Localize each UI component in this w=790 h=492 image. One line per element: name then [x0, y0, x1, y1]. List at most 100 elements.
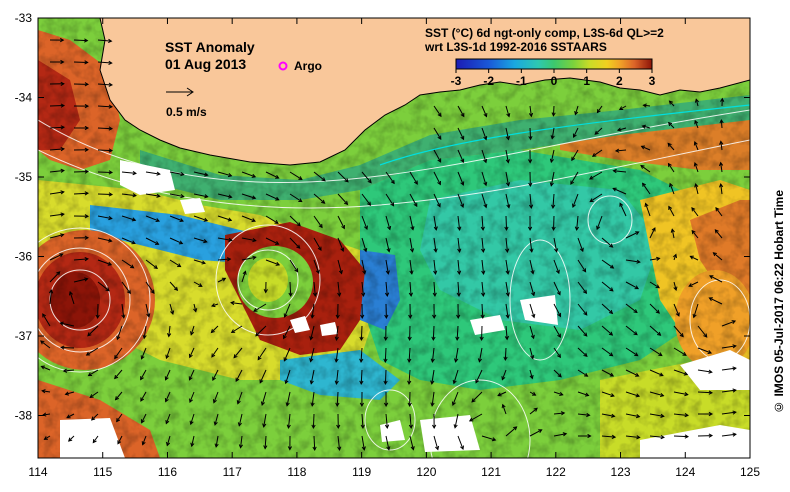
- velocity-arrowhead: [64, 391, 70, 396]
- velocity-arrowhead: [477, 358, 483, 363]
- velocity-arrow: [335, 325, 339, 340]
- velocity-arrowhead: [481, 270, 486, 275]
- velocity-arrowhead: [528, 182, 533, 188]
- velocity-arrowhead: [610, 393, 615, 398]
- velocity-arrowhead: [275, 174, 280, 179]
- velocity-arrow: [211, 303, 219, 307]
- velocity-arrow: [669, 183, 675, 195]
- velocity-arrow: [168, 325, 171, 337]
- velocity-arrow: [384, 347, 387, 363]
- velocity-arrowhead: [335, 314, 340, 320]
- velocity-arrowhead: [636, 435, 641, 440]
- velocity-arrow: [337, 171, 349, 183]
- velocity-arrow: [453, 369, 459, 384]
- velocity-arrow: [721, 389, 736, 393]
- colorbar-tick-label: 0: [551, 74, 558, 88]
- velocity-arrow: [116, 413, 123, 422]
- velocity-arrowhead: [551, 226, 556, 232]
- velocity-arrow: [553, 281, 561, 295]
- velocity-arrow: [433, 193, 441, 207]
- velocity-arrowhead: [468, 417, 474, 422]
- velocity-arrow: [715, 207, 723, 217]
- velocity-arrow: [49, 148, 64, 151]
- velocity-arrow: [117, 435, 123, 444]
- velocity-arrowhead: [84, 104, 90, 109]
- velocity-arrow: [481, 193, 487, 208]
- velocity-arrowhead: [337, 292, 342, 297]
- velocity-arrow: [592, 149, 603, 157]
- velocity-arrowhead: [460, 158, 465, 164]
- velocity-arrow: [673, 435, 689, 438]
- velocity-arrowhead: [483, 113, 488, 118]
- velocity-arrow: [625, 259, 640, 263]
- velocity-arrowhead: [338, 270, 343, 275]
- velocity-arrowhead: [691, 229, 696, 235]
- velocity-arrowhead: [48, 289, 54, 294]
- velocity-arrow: [311, 391, 315, 406]
- velocity-arrowhead: [108, 192, 114, 197]
- velocity-arrowhead: [708, 411, 714, 417]
- velocity-arrowhead: [203, 239, 208, 244]
- velocity-arrowhead: [460, 135, 465, 141]
- velocity-arrowhead: [410, 226, 415, 231]
- velocity-arrowhead: [283, 357, 288, 362]
- velocity-arrow: [211, 325, 219, 333]
- velocity-arrowhead: [140, 397, 145, 402]
- velocity-arrowhead: [457, 248, 462, 253]
- lon-tick-label: 116: [158, 465, 177, 479]
- velocity-arrow: [529, 193, 532, 208]
- velocity-arrow: [577, 369, 588, 377]
- velocity-arrow: [289, 215, 301, 227]
- velocity-arrow: [145, 281, 155, 294]
- velocity-arrow: [145, 193, 160, 197]
- velocity-arrowhead: [117, 440, 122, 445]
- velocity-arrow: [121, 215, 136, 221]
- velocity-arrow: [87, 325, 99, 337]
- velocity-arrowhead: [310, 402, 315, 407]
- velocity-arrow: [649, 413, 664, 417]
- velocity-arrow: [601, 369, 614, 377]
- velocity-arrowhead: [150, 289, 155, 295]
- velocity-arrow: [671, 229, 675, 239]
- velocity-arrow: [529, 347, 534, 359]
- velocity-arrowhead: [410, 446, 415, 451]
- velocity-arrowhead: [204, 194, 209, 199]
- velocity-arrow: [529, 303, 535, 318]
- velocity-arrowhead: [694, 183, 699, 188]
- velocity-arrow: [97, 127, 113, 130]
- velocity-arrow: [619, 105, 627, 110]
- velocity-arrowhead: [481, 248, 486, 253]
- velocity-arrow: [505, 259, 509, 274]
- velocity-arrow: [625, 435, 640, 439]
- velocity-arrow: [645, 203, 651, 217]
- velocity-arrow: [640, 165, 651, 173]
- velocity-arrow: [97, 83, 113, 86]
- velocity-arrow: [73, 192, 89, 195]
- velocity-arrowhead: [131, 240, 136, 245]
- velocity-arrowhead: [362, 270, 367, 275]
- velocity-arrowhead: [238, 444, 244, 449]
- velocity-arrow: [601, 435, 616, 438]
- velocity-arrow: [97, 39, 112, 42]
- velocity-arrow: [673, 369, 688, 376]
- velocity-arrowhead: [201, 260, 206, 265]
- velocity-arrow: [668, 122, 675, 129]
- velocity-arrow: [529, 407, 538, 415]
- velocity-arrowhead: [213, 421, 218, 426]
- velocity-arrowhead: [483, 203, 488, 209]
- velocity-arrowhead: [480, 226, 485, 232]
- velocity-arrowhead: [198, 283, 203, 287]
- velocity-arrow: [502, 404, 507, 415]
- velocity-arrowhead: [608, 309, 614, 315]
- velocity-arrowhead: [311, 424, 316, 430]
- velocity-arrow: [73, 39, 88, 42]
- velocity-arrowhead: [556, 291, 561, 296]
- velocity-arrow: [121, 171, 136, 174]
- velocity-arrowhead: [634, 352, 639, 357]
- velocity-arrowhead: [40, 340, 45, 345]
- velocity-arrow: [241, 215, 256, 222]
- velocity-arrow: [505, 281, 509, 296]
- velocity-arrowhead: [193, 308, 198, 313]
- velocity-arrowhead: [660, 413, 665, 418]
- velocity-arrow: [61, 346, 75, 349]
